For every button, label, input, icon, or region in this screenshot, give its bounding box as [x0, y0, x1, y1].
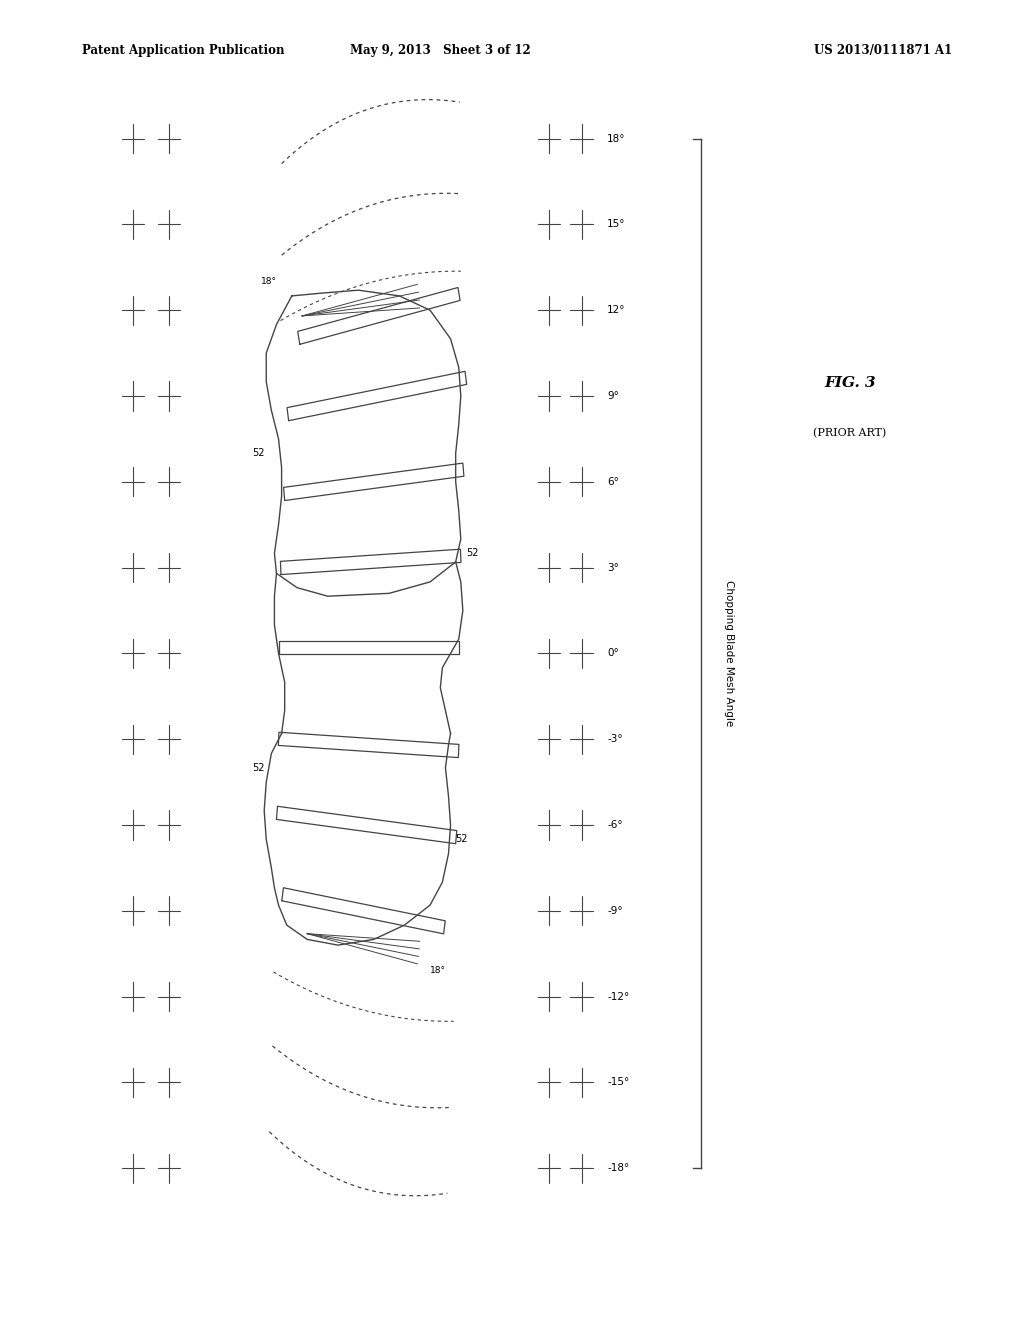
Text: 52: 52 [456, 834, 468, 845]
Text: May 9, 2013   Sheet 3 of 12: May 9, 2013 Sheet 3 of 12 [350, 44, 530, 57]
Text: 18°: 18° [430, 966, 446, 975]
Text: 52: 52 [252, 449, 264, 458]
Text: 9°: 9° [607, 391, 620, 401]
Text: -12°: -12° [607, 991, 630, 1002]
Text: 52: 52 [252, 763, 264, 772]
Text: Patent Application Publication: Patent Application Publication [82, 44, 285, 57]
Text: 12°: 12° [607, 305, 626, 315]
Text: (PRIOR ART): (PRIOR ART) [813, 428, 887, 438]
Text: -15°: -15° [607, 1077, 630, 1088]
Text: -6°: -6° [607, 820, 623, 830]
Text: 3°: 3° [607, 562, 620, 573]
Text: 6°: 6° [607, 477, 620, 487]
Text: -9°: -9° [607, 906, 623, 916]
Text: -3°: -3° [607, 734, 623, 744]
Text: US 2013/0111871 A1: US 2013/0111871 A1 [814, 44, 952, 57]
Text: 52: 52 [466, 548, 478, 558]
Text: -18°: -18° [607, 1163, 630, 1173]
Text: Chopping Blade Mesh Angle: Chopping Blade Mesh Angle [724, 581, 734, 726]
Text: FIG. 3: FIG. 3 [824, 376, 876, 389]
Text: 18°: 18° [260, 277, 276, 286]
Text: 15°: 15° [607, 219, 626, 230]
Text: 18°: 18° [607, 133, 626, 144]
Text: 0°: 0° [607, 648, 618, 659]
